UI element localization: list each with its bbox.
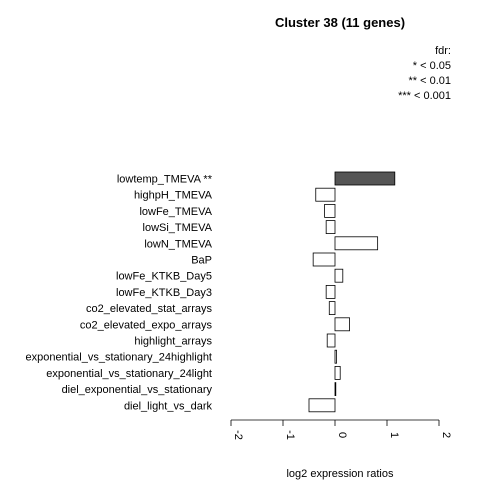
bar — [334, 365, 341, 380]
category-label: highpH_TMEVA — [134, 190, 213, 202]
legend-entry: fdr: — [435, 45, 451, 57]
category-label: highlight_arrays — [134, 336, 212, 348]
bar — [334, 268, 344, 283]
category-label: exponential_vs_stationary_24light — [46, 368, 212, 380]
tick-label: -2 — [232, 430, 244, 440]
category-label: lowFe_KTKB_Day5 — [116, 271, 212, 283]
bar — [308, 398, 336, 413]
x-axis-label: log2 expression ratios — [286, 468, 394, 480]
legend: fdr: * < 0.05 ** < 0.01 *** < 0.001 — [398, 45, 451, 102]
bar — [312, 252, 336, 267]
chart-title: Cluster 38 (11 genes) — [275, 15, 405, 30]
tick-label: 0 — [336, 432, 348, 438]
category-label: lowtemp_TMEVA ** — [117, 174, 213, 186]
category-label: lowFe_KTKB_Day3 — [116, 287, 212, 299]
category-label: BaP — [191, 255, 212, 267]
category-label: diel_light_vs_dark — [124, 400, 213, 412]
bar — [334, 349, 337, 364]
category-label: diel_exponential_vs_stationary — [62, 384, 213, 396]
category-label: lowN_TMEVA — [144, 238, 212, 250]
bar — [334, 382, 337, 397]
category-label: co2_elevated_expo_arrays — [80, 319, 213, 331]
legend-entry: *** < 0.001 — [398, 90, 451, 102]
bar — [325, 220, 336, 235]
bar — [326, 333, 336, 348]
bar — [324, 203, 336, 218]
legend-entry: ** < 0.01 — [408, 75, 451, 87]
bar — [328, 301, 336, 316]
category-label: co2_elevated_stat_arrays — [86, 303, 212, 315]
legend-entry: * < 0.05 — [413, 60, 451, 72]
category-label: exponential_vs_stationary_24highlight — [25, 352, 212, 364]
category-label: lowSi_TMEVA — [143, 222, 213, 234]
bar — [334, 236, 379, 251]
bar — [334, 171, 396, 186]
bar — [325, 284, 336, 299]
x-axis: -2 -1 0 1 2 — [230, 419, 452, 440]
bar — [334, 317, 350, 332]
bars — [308, 171, 396, 413]
bar — [315, 187, 336, 202]
tick-label: -1 — [284, 430, 296, 440]
category-labels: lowtemp_TMEVA ** highpH_TMEVA lowFe_TMEVAl… — [25, 174, 212, 413]
tick-label: 2 — [440, 432, 452, 438]
category-label: lowFe_TMEVA — [139, 206, 212, 218]
tick-label: 1 — [388, 432, 400, 438]
